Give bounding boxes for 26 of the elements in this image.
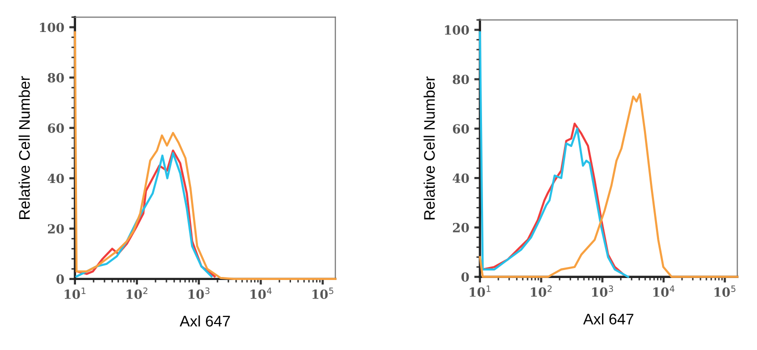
y-tick-label: 20 [452,222,469,232]
x-axis-title: Axl 647 [583,313,634,324]
x-tick-label: 10$^{1}$ [470,286,490,297]
y-tick-label: 0 [461,272,469,282]
x-tick-label: 10$^{2}$ [126,287,148,299]
y-tick-label: 40 [48,174,64,184]
x-tick-label: 10$^{4}$ [653,286,674,297]
y-tick-label: 60 [452,124,469,134]
x-tick-label: 10$^{4}$ [250,288,272,299]
y-tick-label: 100 [444,25,469,35]
x-tick-label: 10$^{3}$ [188,287,210,299]
x-tick-label: 10$^{3}$ [592,285,614,297]
y-tick-label: 80 [452,74,469,84]
x-tick-label: 10$^{1}$ [64,288,86,299]
y-tick-label: 0 [56,274,64,284]
x-tick-label: 10$^{5}$ [714,286,736,297]
y-tick-label: 20 [48,224,64,234]
y-tick-label: 40 [452,174,469,183]
y-tick-label: 100 [40,22,64,32]
y-tick-label: 60 [48,123,64,133]
x-axis-title: Axl 647 [180,315,230,327]
x-tick-label: 10$^{2}$ [530,285,552,297]
y-axis-title: Relative Cell Number [424,76,435,220]
x-tick-label: 10$^{5}$ [312,288,334,299]
y-tick-label: 80 [48,73,64,82]
y-axis-title: Relative Cell Number [18,76,30,219]
